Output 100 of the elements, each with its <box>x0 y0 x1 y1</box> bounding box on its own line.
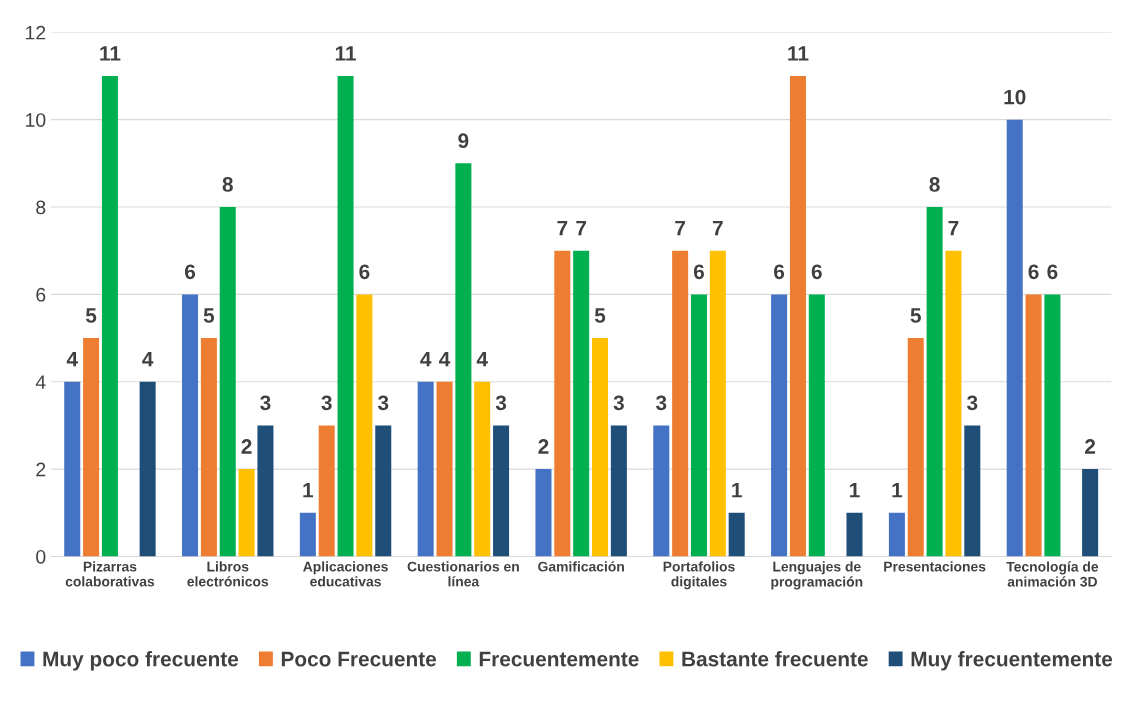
bar <box>1082 469 1099 557</box>
x-tick-label: Gamificación <box>538 561 624 572</box>
bar <box>356 294 373 557</box>
bar <box>1044 294 1061 557</box>
x-tick-label: Tecnología de animación 3D <box>1006 561 1099 587</box>
data-label: 5 <box>203 308 215 323</box>
bar <box>257 425 274 557</box>
y-tick-label: 8 <box>36 200 46 215</box>
data-label: 6 <box>1028 264 1039 280</box>
data-label: 2 <box>538 439 549 454</box>
data-label: 3 <box>655 395 667 411</box>
data-label: 3 <box>260 395 271 411</box>
data-label: 7 <box>576 220 587 236</box>
data-label: 5 <box>594 308 606 323</box>
data-label: 4 <box>439 351 451 367</box>
data-label: 5 <box>85 308 97 323</box>
data-label: 8 <box>929 177 940 192</box>
x-tick-label: Aplicaciones educativas <box>303 561 388 587</box>
bar <box>200 338 217 557</box>
legend-label: Muy frecuentemente <box>911 651 1113 671</box>
bar <box>318 425 335 557</box>
data-label: 11 <box>100 46 121 61</box>
data-label: 3 <box>377 395 389 411</box>
bar <box>535 469 552 557</box>
data-label: 3 <box>495 395 507 411</box>
y-tick-label: 0 <box>36 549 46 564</box>
y-tick-label: 12 <box>26 25 46 40</box>
y-tick-label: 10 <box>26 113 46 127</box>
data-label: 11 <box>335 46 356 61</box>
data-label: 11 <box>788 46 809 61</box>
bar <box>238 469 255 557</box>
data-label: 3 <box>613 395 624 411</box>
bar <box>554 250 571 557</box>
bar <box>64 381 81 557</box>
bar <box>337 75 354 557</box>
bar <box>573 250 590 557</box>
data-label: 7 <box>557 220 568 236</box>
bar <box>493 425 510 557</box>
data-label: 10 <box>1004 89 1026 105</box>
bar <box>789 75 806 557</box>
y-tick-label: 2 <box>36 462 46 477</box>
data-label: 1 <box>892 483 903 498</box>
legend-label: Bastante frecuente <box>682 651 868 667</box>
data-label: 7 <box>675 220 686 236</box>
data-label: 6 <box>359 264 370 280</box>
x-tick-label: Lenguajes de programación <box>771 561 863 590</box>
legend-label: Poco Frecuente <box>281 651 437 667</box>
bar <box>926 207 943 557</box>
x-tick-label: Presentaciones <box>884 561 986 572</box>
bar <box>808 294 825 557</box>
bar <box>299 512 316 557</box>
data-label: 5 <box>910 308 921 323</box>
bar <box>709 250 726 557</box>
y-tick-label: 4 <box>35 375 46 389</box>
bar <box>728 512 745 557</box>
data-label: 1 <box>303 483 314 498</box>
bar <box>83 338 100 557</box>
data-label: 4 <box>476 351 488 367</box>
data-label: 1 <box>732 483 742 498</box>
bar <box>846 512 863 557</box>
data-label: 9 <box>458 133 469 149</box>
bar <box>653 425 670 557</box>
x-tick-label: Cuestionarios en línea <box>407 561 519 587</box>
bar <box>455 163 472 557</box>
x-tick-label: Libros electrónicos <box>187 561 269 587</box>
bar <box>1025 294 1042 557</box>
data-label: 3 <box>321 395 332 411</box>
bar <box>945 250 962 557</box>
data-label: 6 <box>1047 264 1058 280</box>
legend-label: Muy poco frecuente <box>43 651 239 671</box>
data-label: 8 <box>222 177 233 192</box>
data-label: 6 <box>774 264 785 280</box>
bar <box>1006 119 1023 557</box>
data-label: 7 <box>948 220 959 236</box>
bar <box>672 250 689 557</box>
data-label: 6 <box>693 264 705 280</box>
data-label: 4 <box>420 351 432 367</box>
data-label: 7 <box>712 220 723 236</box>
bar <box>592 338 609 557</box>
bar <box>101 75 118 557</box>
data-label: 1 <box>850 483 860 498</box>
x-tick-label: Pizarras colaborativas <box>65 561 155 587</box>
bar <box>610 425 627 557</box>
bar <box>690 294 707 557</box>
bar <box>139 381 156 557</box>
y-tick-label: 6 <box>36 287 46 302</box>
x-tick-label: Portafolios digitales <box>663 561 735 590</box>
data-label: 2 <box>241 439 252 454</box>
legend-label: Frecuentemente <box>479 651 639 667</box>
data-label: 6 <box>811 264 822 280</box>
bar <box>888 512 905 557</box>
bar <box>771 294 788 557</box>
bar <box>907 338 924 557</box>
bar <box>964 425 981 557</box>
data-label: 4 <box>66 351 78 367</box>
bar <box>474 381 491 557</box>
data-label: 6 <box>185 264 196 280</box>
data-label: 4 <box>142 351 154 367</box>
bar <box>182 294 199 557</box>
bar <box>417 381 434 557</box>
